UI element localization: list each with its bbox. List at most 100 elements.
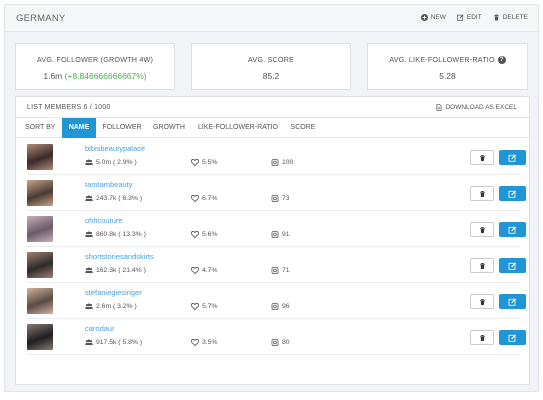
follower-value: 243.7k ( 6.3% ) xyxy=(96,195,143,202)
remove-member-button[interactable] xyxy=(470,222,494,237)
users-icon xyxy=(85,303,93,310)
remove-member-button[interactable] xyxy=(470,330,494,345)
sort-score[interactable]: SCORE xyxy=(290,124,316,131)
ratio-value: 5.7% xyxy=(202,303,218,310)
ratio-metric: 4.7% xyxy=(191,267,218,274)
ratio-value: 4.7% xyxy=(202,267,218,274)
stat-value: 5.28 xyxy=(439,71,456,81)
table-row: shortstoriesandskirts 162.3k ( 21.4% ) 4… xyxy=(27,247,526,283)
stat-value: 85.2 xyxy=(262,71,280,81)
remove-member-button[interactable] xyxy=(470,186,494,201)
heart-icon xyxy=(191,267,199,274)
users-icon xyxy=(85,339,93,346)
heart-icon xyxy=(191,159,199,166)
ratio-metric: 5.5% xyxy=(191,159,218,166)
ratio-metric: 5.7% xyxy=(191,303,218,310)
ratio-value: 5.6% xyxy=(202,231,218,238)
sort-name[interactable]: NAME xyxy=(62,118,96,138)
sort-follower[interactable]: FOLLOWER xyxy=(102,124,142,131)
follower-value: 2.6m ( 3.2% ) xyxy=(96,303,137,310)
table-row: bibisbeautypalace 5.0m ( 2.9% ) 5.5% 100 xyxy=(27,139,526,175)
stat-label: AVG. LIKE-FOLLOWER-RATIO xyxy=(389,55,495,64)
users-icon xyxy=(85,159,93,166)
trash-icon xyxy=(479,262,485,269)
ratio-value: 5.5% xyxy=(202,159,218,166)
edit-icon xyxy=(508,226,516,234)
instagram-icon xyxy=(271,303,279,310)
sort-growth[interactable]: GROWTH xyxy=(153,124,185,131)
remove-member-button[interactable] xyxy=(470,258,494,273)
avatar[interactable] xyxy=(27,252,53,278)
member-name[interactable]: bibisbeautypalace xyxy=(85,144,146,153)
edit-button-label: EDIT xyxy=(466,14,482,21)
member-name[interactable]: tamtambeauty xyxy=(85,180,133,189)
header-actions: NEW EDIT DELETE xyxy=(420,14,528,21)
follower-metric: 860.8k ( 13.3% ) xyxy=(85,231,146,238)
member-name[interactable]: stefaniegiesinger xyxy=(85,288,142,297)
avatar[interactable] xyxy=(27,180,53,206)
stat-value-number: 1.6m xyxy=(43,71,63,81)
trash-icon xyxy=(479,154,485,161)
score-metric: 91 xyxy=(271,231,290,238)
list-count: LIST MEMBERS 6 / 1000 xyxy=(27,104,111,111)
heart-icon xyxy=(191,303,199,310)
score-value: 91 xyxy=(282,231,290,238)
edit-icon xyxy=(456,14,464,21)
avatar[interactable] xyxy=(27,324,53,350)
stat-label: AVG. SCORE xyxy=(247,55,295,64)
sort-like-follower-ratio[interactable]: LIKE-FOLLOWER-RATIO xyxy=(198,124,278,131)
edit-icon xyxy=(508,154,516,162)
score-metric: 96 xyxy=(271,303,290,310)
members-list: LIST MEMBERS 6 / 1000 DOWNLOAD AS EXCEL … xyxy=(15,96,530,385)
trash-icon xyxy=(479,226,485,233)
follower-metric: 2.6m ( 3.2% ) xyxy=(85,303,137,310)
new-button-label: NEW xyxy=(430,14,446,21)
users-icon xyxy=(85,231,93,238)
follower-value: 5.0m ( 2.9% ) xyxy=(96,159,137,166)
avatar[interactable] xyxy=(27,144,53,170)
sort-bar: SORT BY NAME FOLLOWER GROWTH LIKE-FOLLOW… xyxy=(16,118,529,138)
edit-button[interactable]: EDIT xyxy=(456,14,482,21)
edit-member-button[interactable] xyxy=(499,186,526,201)
ratio-metric: 5.6% xyxy=(191,231,218,238)
ratio-value: 3.5% xyxy=(202,339,218,346)
panel-header: GERMANY NEW EDIT DELETE xyxy=(5,5,538,32)
delete-button-label: DELETE xyxy=(502,14,528,21)
ratio-metric: 3.5% xyxy=(191,339,218,346)
users-icon xyxy=(85,195,93,202)
page-title: GERMANY xyxy=(16,13,66,24)
remove-member-button[interactable] xyxy=(470,150,494,165)
avatar[interactable] xyxy=(27,288,53,314)
edit-member-button[interactable] xyxy=(499,150,526,165)
instagram-icon xyxy=(271,195,279,202)
edit-member-button[interactable] xyxy=(499,330,526,345)
download-excel-button[interactable]: DOWNLOAD AS EXCEL xyxy=(436,104,517,111)
help-icon[interactable]: ? xyxy=(497,55,506,64)
edit-member-button[interactable] xyxy=(499,258,526,273)
edit-member-button[interactable] xyxy=(499,294,526,309)
score-metric: 100 xyxy=(271,159,293,166)
table-row: carodaur 917.5k ( 5.8% ) 3.5% 80 xyxy=(27,319,526,355)
member-name[interactable]: carodaur xyxy=(85,324,115,333)
heart-icon xyxy=(191,195,199,202)
remove-member-button[interactable] xyxy=(470,294,494,309)
stat-avg-ratio: AVG. LIKE-FOLLOWER-RATIO ? 5.28 xyxy=(367,43,528,90)
edit-icon xyxy=(508,298,516,306)
avatar[interactable] xyxy=(27,216,53,242)
member-name[interactable]: shortstoriesandskirts xyxy=(85,252,154,261)
download-label: DOWNLOAD AS EXCEL xyxy=(445,104,517,111)
new-button[interactable]: NEW xyxy=(420,14,446,21)
edit-icon xyxy=(508,190,516,198)
ratio-metric: 6.7% xyxy=(191,195,218,202)
member-name[interactable]: ohhcouture xyxy=(85,216,123,225)
score-metric: 73 xyxy=(271,195,290,202)
heart-icon xyxy=(191,231,199,238)
edit-member-button[interactable] xyxy=(499,222,526,237)
follower-metric: 243.7k ( 6.3% ) xyxy=(85,195,142,202)
delete-button[interactable]: DELETE xyxy=(493,14,528,21)
table-row: stefaniegiesinger 2.6m ( 3.2% ) 5.7% 96 xyxy=(27,283,526,319)
follower-value: 917.5k ( 5.8% ) xyxy=(96,339,143,346)
table-row: tamtambeauty 243.7k ( 6.3% ) 6.7% 73 xyxy=(27,175,526,211)
follower-metric: 162.3k ( 21.4% ) xyxy=(85,267,146,274)
instagram-icon xyxy=(271,267,279,274)
